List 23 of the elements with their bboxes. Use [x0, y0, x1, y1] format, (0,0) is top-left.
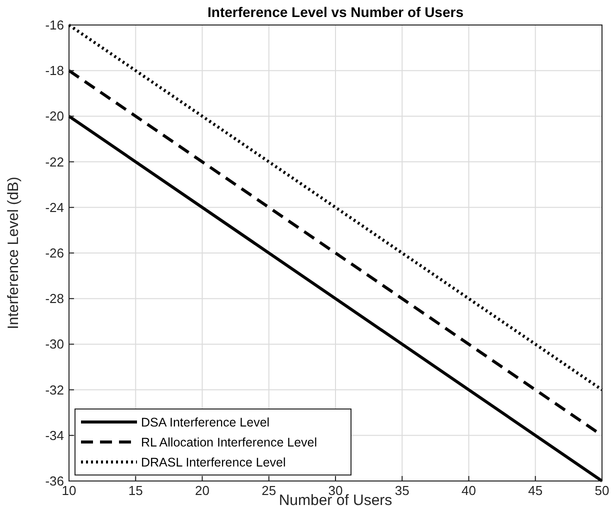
y-tick-label: -18 [45, 63, 64, 78]
y-tick-label: -30 [45, 336, 64, 352]
y-axis-title: Interference Level (dB) [5, 176, 22, 330]
x-tick-label: 35 [394, 483, 410, 498]
x-tick-label: 45 [528, 483, 543, 498]
y-tick-label: -34 [45, 428, 64, 443]
y-tick-label: -16 [45, 18, 64, 32]
y-tick-label: -22 [45, 154, 64, 170]
y-tick-label: -28 [45, 291, 64, 306]
legend-label: DSA Interference Level [141, 416, 270, 430]
x-tick-label: 50 [594, 483, 610, 498]
y-tick-label: -24 [45, 200, 64, 215]
x-tick-label: 40 [462, 483, 476, 498]
x-tick-label: 20 [195, 483, 210, 498]
y-tick-label: -26 [45, 246, 64, 260]
y-tick-label: -20 [45, 108, 64, 124]
legend-label: DRASL Interference Level [141, 456, 286, 470]
x-tick-label: 25 [262, 483, 276, 498]
y-tick-label: -32 [45, 382, 64, 398]
y-tick-label: -36 [45, 474, 64, 488]
chart-title: Interference Level vs Number of Users [208, 4, 464, 20]
legend-label: RL Allocation Interference Level [141, 436, 318, 450]
x-tick-label: 15 [128, 483, 143, 498]
